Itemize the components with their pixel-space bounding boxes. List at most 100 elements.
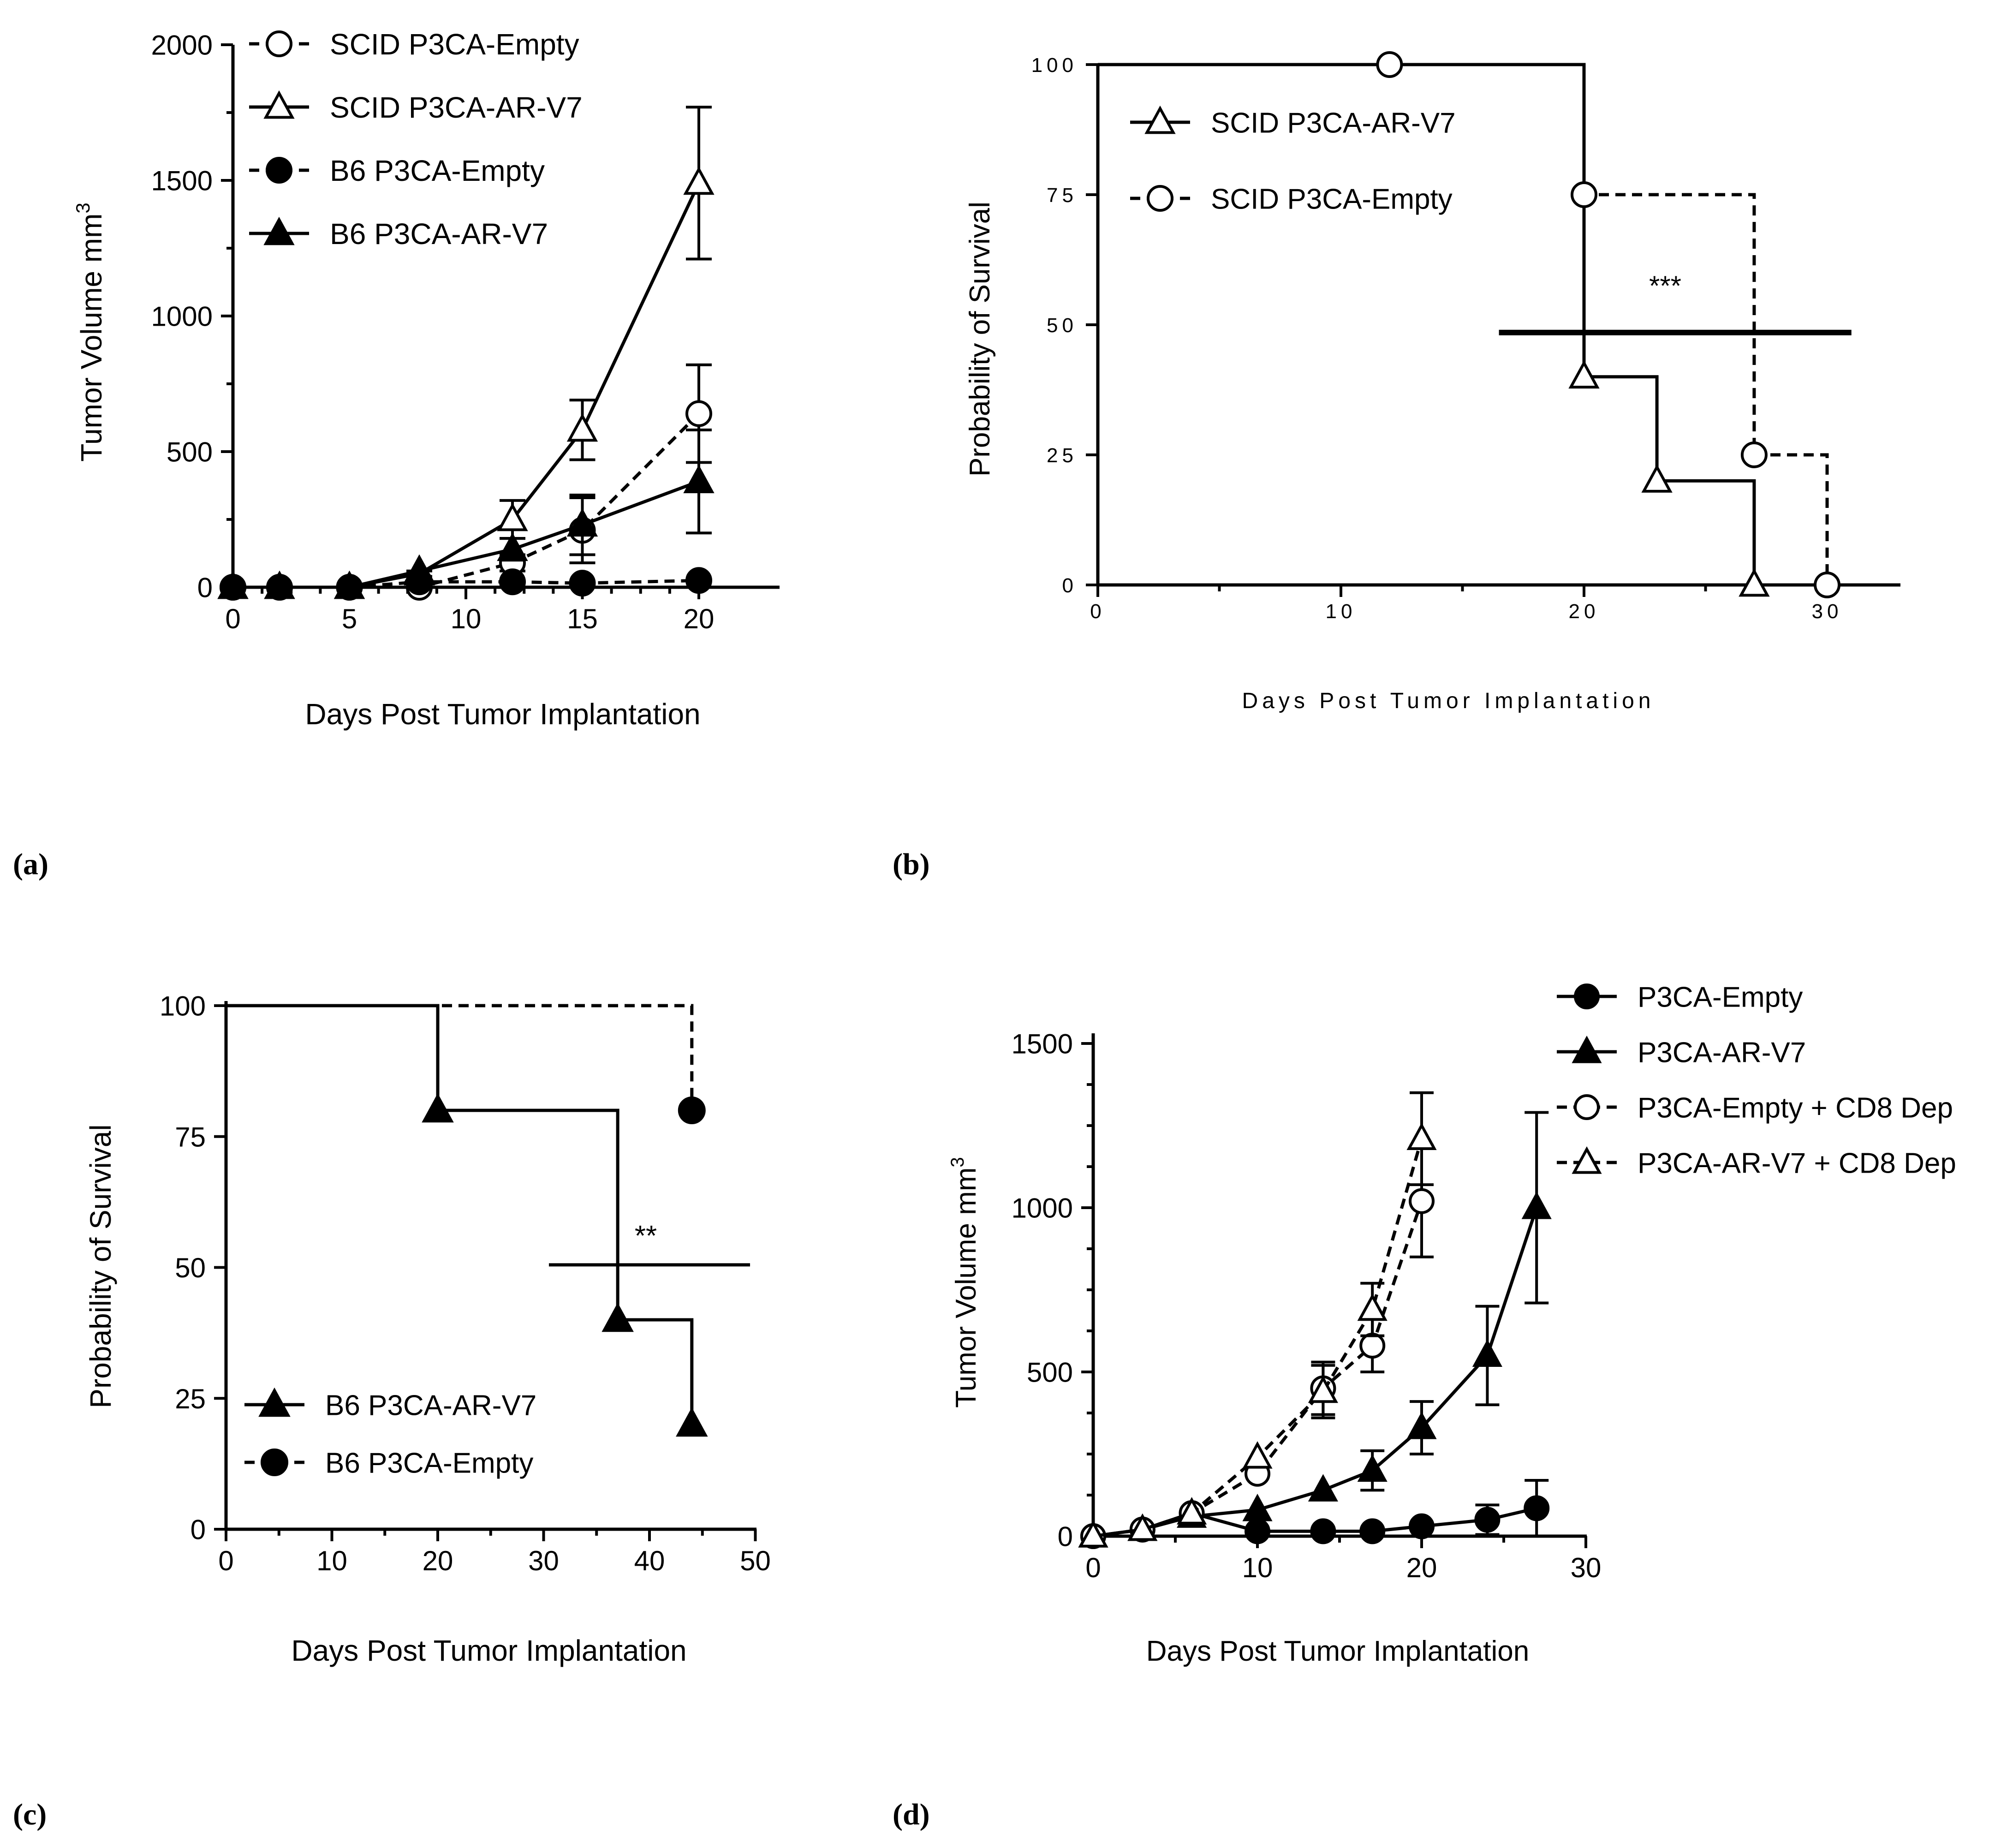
panel-c-y-axis-label: Probability of Survival: [84, 1124, 117, 1408]
panel-a-x-tick-label: 0: [225, 603, 240, 634]
panel-c-x-tick-label: 10: [316, 1545, 347, 1576]
panel-c-legend-label: B6 P3CA-Empty: [325, 1447, 533, 1479]
panel-d-legend-marker: [1574, 1094, 1600, 1120]
panel-d-data-point: [1359, 1518, 1386, 1544]
panel-c-x-tick-label: 30: [528, 1545, 559, 1576]
panel-c-label: (c): [13, 1798, 47, 1831]
panel-d-x-axis-label: Days Post Tumor Implantation: [1146, 1635, 1529, 1667]
panel-a-y-tick-label: 500: [167, 437, 213, 468]
panel-a-data-point: [497, 532, 528, 561]
panel-b-y-axis-label: Probability of Survival: [964, 202, 996, 477]
panel-a-y-tick-label: 2000: [151, 30, 213, 61]
panel-c-legend-marker: [261, 1449, 288, 1476]
panel-d-y-tick-label: 1500: [1012, 1029, 1073, 1060]
panel-d-data-point: [1406, 1412, 1437, 1439]
panel-c-series-line: [226, 1004, 694, 1425]
panel-d-data-point: [1242, 1441, 1273, 1469]
panel-c-x-tick-label: 0: [218, 1545, 233, 1576]
panel-d-data-point: [1308, 1375, 1338, 1403]
panel-b-x-tick-label: 20: [1569, 600, 1600, 623]
panel-c-x-tick-label: 20: [423, 1545, 453, 1576]
panel-d-y-tick-label: 1000: [1012, 1193, 1073, 1224]
panel-d-data-point: [1524, 1495, 1550, 1521]
panel-d-plot-area: 0 10 20 30 0 500 1000 1500 P3CA-Empty P3CA-AR-V7 P…: [1012, 981, 1956, 1583]
panel-a-legend-label: SCID P3CA-Empty: [330, 28, 579, 61]
panel-d-data-point: [1406, 1122, 1437, 1151]
panel-a-data-point: [683, 465, 715, 494]
panel-a-y-axis-label-superscript: 3: [72, 203, 94, 213]
panel-b-data-point: [1814, 572, 1840, 598]
panel-c-y-tick-label: 25: [175, 1383, 206, 1414]
panel-a-data-point: [566, 508, 598, 537]
panel-b-x-tick-label: 0: [1090, 600, 1105, 623]
panel-b-legend-marker: [1147, 185, 1173, 212]
panel-a-data-point: [264, 570, 295, 599]
panel-d-y-axis-label: Tumor Volume mm3: [947, 1157, 982, 1408]
panel-b-data-point: [1641, 464, 1673, 493]
panel-c-data-point: [602, 1302, 634, 1332]
panel-d-legend-marker: [1572, 1035, 1602, 1063]
panel-b-legend-label: SCID P3CA-Empty: [1211, 183, 1453, 215]
panel-b-series-line: [1098, 63, 1829, 585]
panel-b-plot-area: 0 10 20 30 0 25 50 75 100 SCID P3CA-AR-V7 SCID P3C…: [1031, 51, 1900, 623]
panel-d-data-point: [1310, 1518, 1336, 1544]
panel-b-data-point: [1571, 181, 1597, 208]
panel-a-data-point: [499, 568, 526, 596]
panel-d-legend-marker: [1572, 1146, 1602, 1174]
panel-d-data-point: [1409, 1188, 1435, 1214]
panel-b-x-axis-label: Days Post Tumor Implantation: [1242, 689, 1655, 713]
panel-b-y-tick-label: 50: [1047, 314, 1078, 337]
panel-d-data-point: [1474, 1507, 1501, 1533]
panel-d-data-point: [1127, 1513, 1158, 1541]
panel-a-x-tick-label: 15: [567, 603, 598, 634]
panel-d-x-tick-label: 0: [1085, 1552, 1101, 1583]
panel-c-series-line: [226, 1004, 694, 1110]
panel-b-label: (b): [893, 847, 930, 881]
panel-b-x-tick-label: 30: [1812, 600, 1843, 623]
panel-b-y-tick-label: 25: [1047, 444, 1078, 467]
panel-d-data-point: [1177, 1497, 1207, 1525]
panel-b-x-tick-label: 10: [1326, 600, 1357, 623]
panel-d-data-point: [1521, 1191, 1552, 1219]
panel-a-legend-marker: [266, 30, 292, 57]
panel-d-x-tick-label: 30: [1571, 1552, 1602, 1583]
panel-d-y-axis-label-text: Tumor Volume mm: [950, 1167, 982, 1407]
panel-c-x-tick-label: 50: [740, 1545, 771, 1576]
panel-d-data-point: [1359, 1333, 1386, 1359]
panel-a-data-point: [404, 554, 435, 583]
panel-d-legend-label: P3CA-AR-V7 + CD8 Dep: [1638, 1147, 1956, 1179]
panel-d-y-tick-label: 500: [1027, 1357, 1073, 1388]
panel-d-data-point: [1245, 1518, 1270, 1544]
panel-a-data-point: [566, 413, 598, 442]
panel-b-y-tick-label: 75: [1047, 184, 1078, 207]
panel-d-data-point: [1357, 1293, 1388, 1321]
panel-a-y-tick-label: 1000: [151, 301, 213, 332]
panel-c-data-point: [678, 1097, 706, 1124]
panel-d-label: (d): [893, 1798, 930, 1831]
panel-b-data-point: [1376, 51, 1403, 78]
panel-d-data-point: [1308, 1474, 1338, 1502]
panel-d-legend-label: P3CA-Empty: [1638, 981, 1803, 1013]
panel-b-data-point: [1568, 360, 1600, 389]
panel-c-plot-area: 0 10 20 30 40 50 0 25 50 75 100 B6 P3CA-AR-V7 B6 P3C…: [160, 991, 771, 1576]
panel-a-label: (a): [13, 847, 48, 881]
panel-d-data-point: [1078, 1520, 1108, 1548]
panel-d-x-tick-label: 20: [1406, 1552, 1437, 1583]
panel-c-data-point: [422, 1093, 454, 1123]
panel-c-y-tick-label: 0: [191, 1514, 206, 1545]
panel-a-x-tick-label: 20: [684, 603, 715, 634]
panel-d-data-point: [1472, 1339, 1502, 1367]
panel-a-x-tick-label: 5: [342, 603, 357, 634]
panel-d-chart: 0 10 20 30 0 500 1000 1500 P3CA-Empty P3CA-AR-V7 P…: [893, 981, 1956, 1831]
panel-a-chart: 0 5 10 15 20 0 500 1000 1500 2000 SCID P3CA-Empty S…: [13, 28, 780, 881]
panel-a-data-point: [685, 567, 712, 594]
panel-a-y-tick-label: 0: [197, 572, 213, 603]
panel-b-data-point: [1739, 568, 1770, 597]
panel-a-plot-area: 0 5 10 15 20 0 500 1000 1500 2000 SCID P3CA-Empty S…: [151, 28, 780, 634]
panel-a-y-axis-label-text: Tumor Volume mm: [75, 214, 108, 462]
panel-b-significance-annotation: ***: [1649, 270, 1681, 301]
panel-a-data-point: [685, 400, 712, 427]
panel-b-y-tick-label: 100: [1031, 54, 1078, 77]
